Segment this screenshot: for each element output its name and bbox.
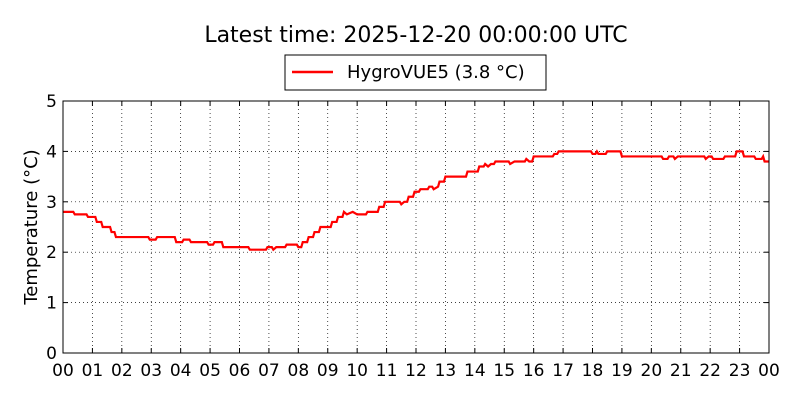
y-tick-label: 3 xyxy=(46,193,57,213)
x-tick-label: 10 xyxy=(346,361,368,381)
x-tick-label: 11 xyxy=(376,361,398,381)
chart-title: Latest time: 2025-12-20 00:00:00 UTC xyxy=(204,23,627,48)
y-tick-label: 1 xyxy=(46,294,57,314)
x-tick-label: 04 xyxy=(170,361,192,381)
series-layer xyxy=(63,149,769,252)
x-tick-label: 13 xyxy=(435,361,457,381)
x-tick-label: 20 xyxy=(641,361,663,381)
y-axis-label: Temperature (°C) xyxy=(21,149,42,305)
y-tick-label: 5 xyxy=(46,92,57,112)
x-tick-label: 01 xyxy=(82,361,104,381)
grid xyxy=(63,101,769,353)
legend-label: HygroVUE5 (3.8 °C) xyxy=(347,62,525,83)
x-tick-label: 17 xyxy=(552,361,574,381)
x-tick-label: 15 xyxy=(493,361,515,381)
x-tick-label: 19 xyxy=(611,361,633,381)
y-tick-label: 0 xyxy=(46,344,57,364)
x-tick-label: 05 xyxy=(199,361,221,381)
x-tick-label: 14 xyxy=(464,361,486,381)
legend: HygroVUE5 (3.8 °C) xyxy=(284,54,547,91)
x-tick-label: 23 xyxy=(729,361,751,381)
x-tick-label: 03 xyxy=(140,361,162,381)
axes: 00 01 02 03 04 05 06 07 08 09 10 11 12 13 14 15 16 17 18 19… xyxy=(46,92,780,381)
y-tick-label: 4 xyxy=(46,142,57,162)
x-tick-label: 22 xyxy=(699,361,721,381)
x-tick-label: 16 xyxy=(523,361,545,381)
x-tick-label: 00 xyxy=(52,361,74,381)
plot-frame xyxy=(62,100,770,354)
x-tick-label: 18 xyxy=(582,361,604,381)
x-tick-label: 00 xyxy=(758,361,780,381)
x-tick-label: 08 xyxy=(288,361,310,381)
y-tick-label: 2 xyxy=(46,243,57,263)
x-tick-label: 09 xyxy=(317,361,339,381)
x-tick-label: 12 xyxy=(405,361,427,381)
x-tick-label: 06 xyxy=(229,361,251,381)
series-line-hygrovue5 xyxy=(63,149,769,252)
x-tick-label: 07 xyxy=(258,361,280,381)
x-tick-label: 02 xyxy=(111,361,133,381)
x-tick-label: 21 xyxy=(670,361,692,381)
